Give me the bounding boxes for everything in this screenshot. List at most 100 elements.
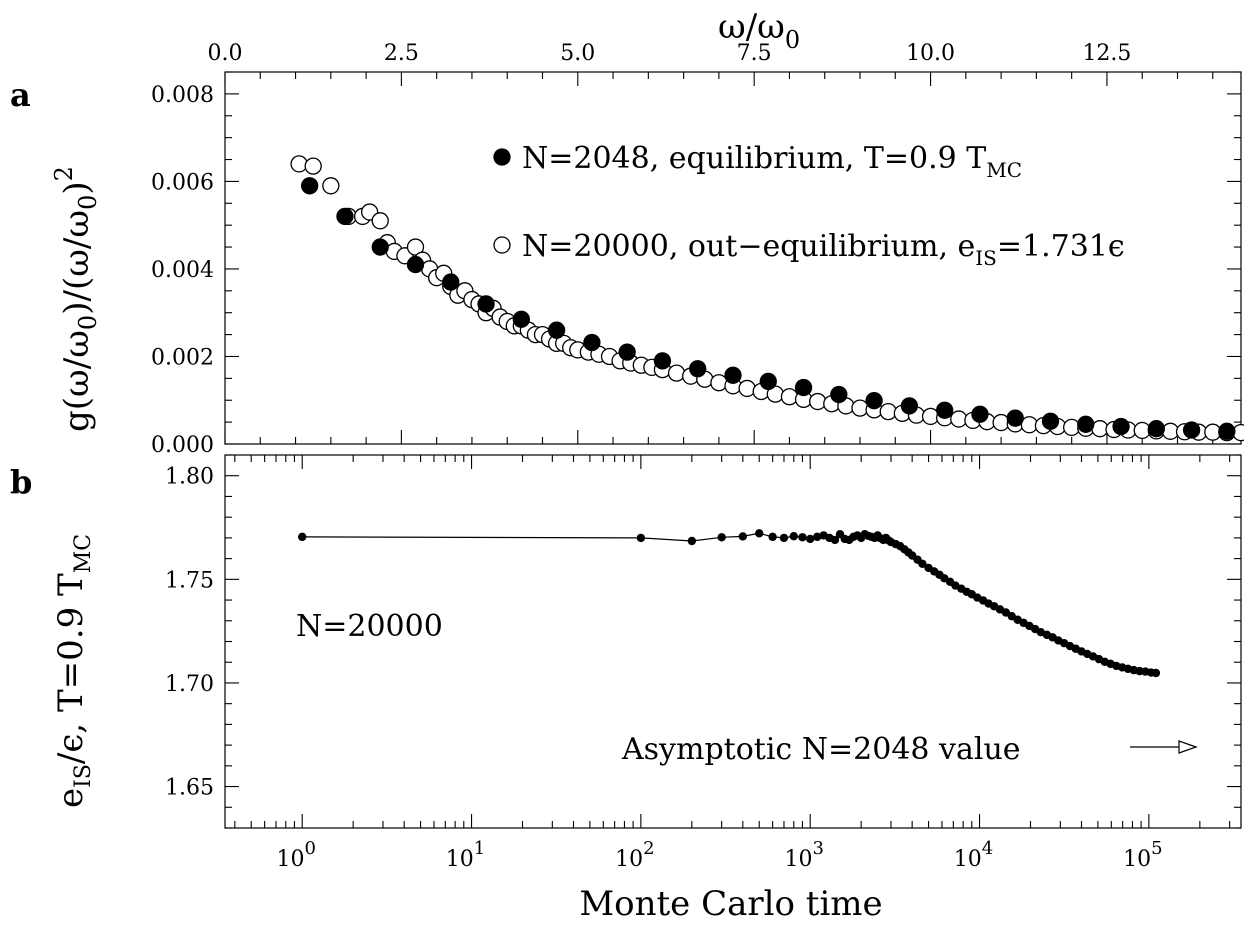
ylabel-b-e: e <box>51 788 91 808</box>
point-equilibrium <box>442 273 460 291</box>
point-out-equilibrium <box>322 177 340 195</box>
panel-b-y-tick-label: 1.75 <box>165 568 214 593</box>
eis-point <box>806 534 815 544</box>
top-axis-label-sub: 0 <box>785 26 800 54</box>
point-equilibrium <box>653 352 672 370</box>
point-out-equilibrium <box>406 238 425 256</box>
point-equilibrium <box>724 366 742 384</box>
ylabel-b-sub: IS <box>71 764 96 788</box>
point-equilibrium <box>1112 417 1130 436</box>
point-equilibrium <box>512 310 530 328</box>
panel-b-y-tick-label: 1.80 <box>165 465 214 490</box>
panel-a-top-tick-label: 2.5 <box>384 41 419 66</box>
ylabel-g: g(ω/ω <box>57 330 97 432</box>
point-equilibrium <box>1077 415 1095 433</box>
eis-point <box>813 532 822 542</box>
point-equilibrium <box>371 238 389 256</box>
eis-point <box>1151 668 1161 678</box>
point-equilibrium <box>336 207 354 226</box>
point-equilibrium <box>759 372 777 391</box>
eis-point <box>830 535 840 545</box>
ylabel-b-sub2: MC <box>71 534 96 573</box>
ylabel-sub1: 0 <box>74 195 102 210</box>
panel-b-y-tick-label: 1.65 <box>165 776 214 801</box>
eis-point <box>789 532 798 541</box>
panel-b-y-tick-label: 1.70 <box>165 672 214 697</box>
point-out-equilibrium <box>667 364 686 382</box>
legend-marker-open <box>493 236 511 254</box>
point-equilibrium <box>830 385 848 404</box>
legend-entry-out-equilibrium-text: N=20000, out−equilibrium, e <box>522 229 975 264</box>
panel-b-x-tick-label: 105 <box>1123 838 1162 872</box>
point-equilibrium <box>1006 409 1024 427</box>
panel-a-points <box>290 155 1244 442</box>
eis-point <box>918 559 927 568</box>
point-equilibrium <box>1182 421 1201 439</box>
point-out-equilibrium <box>738 379 756 398</box>
ylabel-close: ) <box>57 181 97 194</box>
ylabel-sup: 2 <box>50 166 78 181</box>
panel-a-y-tick-label: 0.008 <box>151 83 214 108</box>
panel-b-y-axis-label: eIS/ϵ, T=0.9 TMC <box>51 534 96 808</box>
legend-entry-out-equilibrium-sub: IS <box>975 246 997 270</box>
legend-entry-equilibrium: N=2048, equilibrium, T=0.9 TMC <box>522 141 1022 182</box>
legend-marker-filled <box>493 148 511 166</box>
panel-a-top-tick-label: 10.0 <box>906 41 955 66</box>
point-equilibrium <box>689 360 707 378</box>
legend-entry-equilibrium-text: N=2048, equilibrium, T=0.9 T <box>522 141 986 176</box>
point-out-equilibrium <box>809 392 827 411</box>
panel-a-top-tick-label: 0.0 <box>208 41 243 66</box>
panel-a-y-tick-label: 0.000 <box>151 433 214 458</box>
eis-point <box>779 533 789 543</box>
point-equilibrium <box>794 378 813 397</box>
panel-a-y-tick-label: 0.004 <box>151 258 214 283</box>
point-out-equilibrium <box>879 402 897 421</box>
point-equilibrium <box>1041 412 1060 430</box>
panel-a-y-tick-label: 0.006 <box>151 170 214 195</box>
point-out-equilibrium <box>371 212 389 230</box>
point-equilibrium <box>971 405 989 423</box>
panel-b-series-line <box>302 532 1156 674</box>
panel-a-ticks <box>224 71 1241 445</box>
panel-b-points <box>298 529 1161 678</box>
eis-point <box>717 533 726 542</box>
panel-b-tick-labels: 100 101 102 103 104 105 1.65 1.70 1.75 1.80 <box>165 465 1163 872</box>
point-equilibrium <box>547 321 566 339</box>
panel-b-x-tick-label: 101 <box>446 838 485 872</box>
panel-a-top-axis-label: ω/ω0 <box>718 7 800 54</box>
point-equilibrium <box>477 295 495 313</box>
eis-point <box>636 533 646 543</box>
point-equilibrium <box>301 177 319 195</box>
point-out-equilibrium <box>304 157 322 175</box>
panel-b-letter: b <box>10 463 32 501</box>
point-equilibrium <box>406 255 425 274</box>
panel-b-ticks <box>225 454 1241 829</box>
point-equilibrium <box>583 333 601 352</box>
eis-point <box>768 532 777 542</box>
annotation-n20000: N=20000 <box>296 609 443 644</box>
point-equilibrium <box>1218 422 1236 440</box>
point-out-equilibrium <box>710 374 728 392</box>
panel-a-frame <box>224 71 1242 445</box>
panel-b-x-axis-label: Monte Carlo time <box>579 884 882 924</box>
point-equilibrium <box>1147 420 1165 438</box>
eis-point <box>738 532 748 541</box>
panel-a-legend: N=2048, equilibrium, T=0.9 TMC N=20000, … <box>493 141 1125 270</box>
point-equilibrium <box>865 392 883 410</box>
panel-b-x-tick-label: 104 <box>954 838 993 872</box>
eis-point <box>687 536 697 546</box>
panel-a-y-axis-label: g(ω/ω0)/(ω/ω0)2 <box>50 166 102 432</box>
panel-b-x-tick-label: 103 <box>784 838 823 872</box>
annotation-asymptotic: Asymptotic N=2048 value <box>621 732 1021 767</box>
legend-entry-out-equilibrium-tail: =1.731ϵ <box>997 229 1125 264</box>
asymptote-arrow <box>1130 740 1198 754</box>
point-out-equilibrium <box>851 399 869 417</box>
panel-a-top-tick-label: 5.0 <box>560 41 595 66</box>
panel-b-x-tick-label: 102 <box>615 838 654 872</box>
point-out-equilibrium <box>290 155 308 173</box>
point-equilibrium <box>936 401 954 419</box>
panel-a: 0.0 2.5 5.0 7.5 10.0 12.5 0.000 0.002 0.004 0.006… <box>50 7 1244 458</box>
top-axis-label-main: ω/ω <box>718 7 785 47</box>
eis-point <box>298 532 307 542</box>
